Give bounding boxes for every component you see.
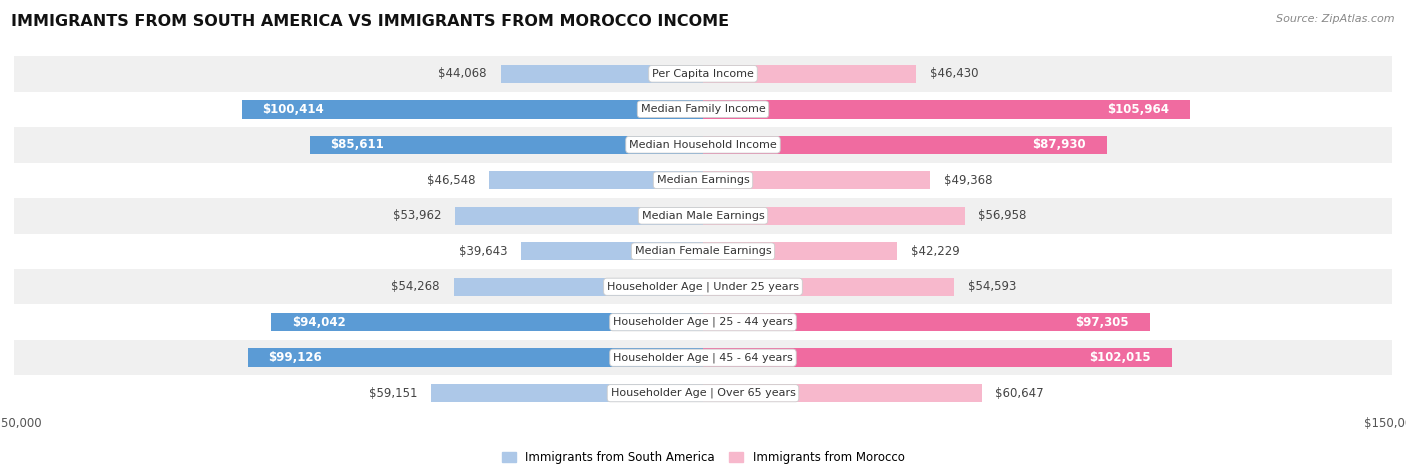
Text: $56,958: $56,958	[979, 209, 1026, 222]
Bar	[14, 92, 1392, 127]
Bar	[309, 135, 703, 154]
Bar	[247, 348, 703, 367]
Bar	[703, 171, 929, 190]
Legend: Immigrants from South America, Immigrants from Morocco: Immigrants from South America, Immigrant…	[496, 446, 910, 467]
Text: $87,930: $87,930	[1032, 138, 1087, 151]
Bar	[14, 269, 1392, 304]
Text: $42,229: $42,229	[911, 245, 959, 258]
Bar	[14, 56, 1392, 92]
Text: Source: ZipAtlas.com: Source: ZipAtlas.com	[1277, 14, 1395, 24]
Bar	[703, 242, 897, 261]
Text: $53,962: $53,962	[392, 209, 441, 222]
Text: Median Earnings: Median Earnings	[657, 175, 749, 185]
Bar	[520, 242, 703, 261]
Bar	[432, 384, 703, 403]
Text: $85,611: $85,611	[330, 138, 384, 151]
Text: $46,430: $46,430	[929, 67, 979, 80]
Text: $46,548: $46,548	[427, 174, 475, 187]
Bar	[703, 206, 965, 225]
Text: Median Male Earnings: Median Male Earnings	[641, 211, 765, 221]
Text: Median Family Income: Median Family Income	[641, 104, 765, 114]
Bar	[14, 127, 1392, 163]
Bar	[703, 384, 981, 403]
Bar	[14, 340, 1392, 375]
Bar	[501, 64, 703, 83]
Text: $105,964: $105,964	[1107, 103, 1168, 116]
Bar	[14, 198, 1392, 234]
Text: $102,015: $102,015	[1090, 351, 1152, 364]
Bar	[271, 313, 703, 332]
Bar	[703, 135, 1107, 154]
Text: $59,151: $59,151	[368, 387, 418, 400]
Bar	[703, 313, 1150, 332]
Bar	[456, 206, 703, 225]
Text: $54,268: $54,268	[391, 280, 440, 293]
Bar	[703, 100, 1189, 119]
Text: IMMIGRANTS FROM SOUTH AMERICA VS IMMIGRANTS FROM MOROCCO INCOME: IMMIGRANTS FROM SOUTH AMERICA VS IMMIGRA…	[11, 14, 730, 29]
Text: Householder Age | 25 - 44 years: Householder Age | 25 - 44 years	[613, 317, 793, 327]
Text: $49,368: $49,368	[943, 174, 993, 187]
Text: $39,643: $39,643	[458, 245, 508, 258]
Text: Per Capita Income: Per Capita Income	[652, 69, 754, 79]
Bar	[14, 304, 1392, 340]
Bar	[703, 348, 1171, 367]
Text: $99,126: $99,126	[269, 351, 322, 364]
Text: Householder Age | Under 25 years: Householder Age | Under 25 years	[607, 282, 799, 292]
Bar	[489, 171, 703, 190]
Bar	[14, 234, 1392, 269]
Text: $54,593: $54,593	[967, 280, 1017, 293]
Text: $94,042: $94,042	[291, 316, 346, 329]
Bar	[454, 277, 703, 296]
Text: $60,647: $60,647	[995, 387, 1043, 400]
Text: Householder Age | Over 65 years: Householder Age | Over 65 years	[610, 388, 796, 398]
Text: $97,305: $97,305	[1076, 316, 1129, 329]
Text: $100,414: $100,414	[263, 103, 325, 116]
Bar	[242, 100, 703, 119]
Bar	[703, 64, 917, 83]
Text: $44,068: $44,068	[439, 67, 486, 80]
Bar	[14, 375, 1392, 411]
Text: Householder Age | 45 - 64 years: Householder Age | 45 - 64 years	[613, 353, 793, 363]
Bar	[14, 163, 1392, 198]
Text: Median Household Income: Median Household Income	[628, 140, 778, 150]
Bar	[703, 277, 953, 296]
Text: Median Female Earnings: Median Female Earnings	[634, 246, 772, 256]
